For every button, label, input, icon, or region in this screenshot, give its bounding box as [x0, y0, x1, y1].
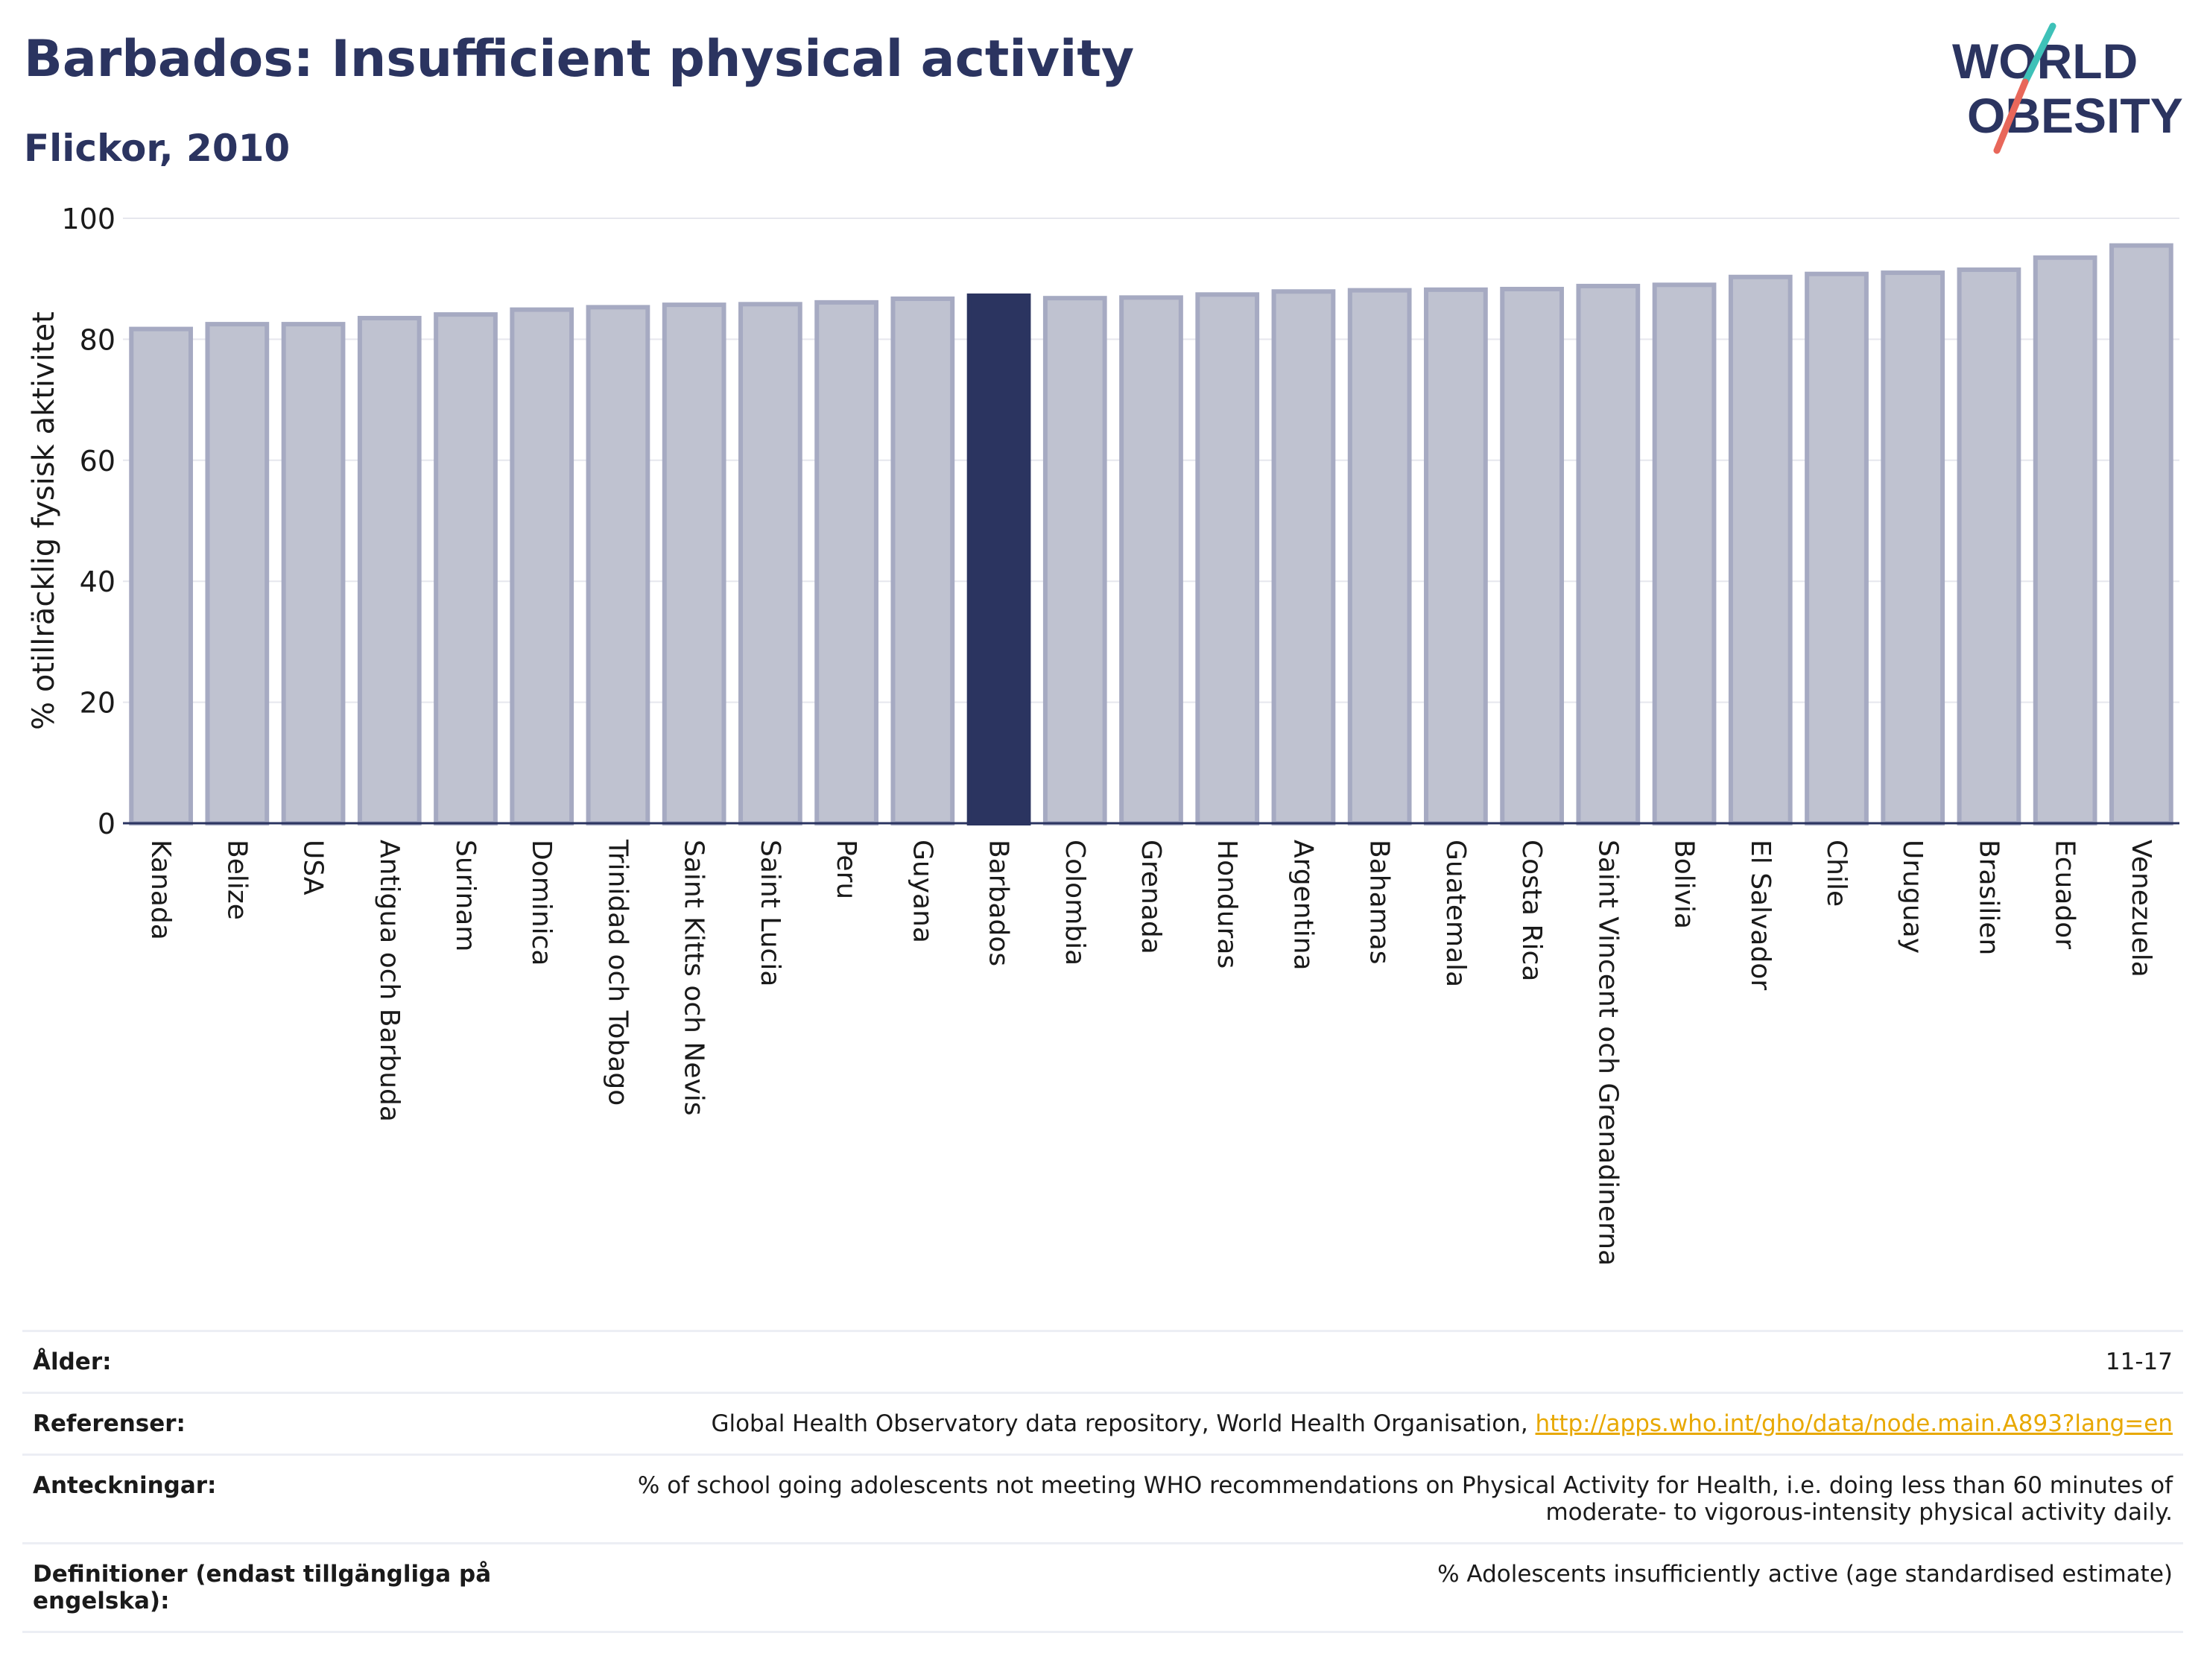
x-tick-label: Belize — [221, 840, 252, 920]
bar-belize — [205, 322, 270, 826]
logo-slash-teal — [2021, 22, 2056, 86]
logo-slash-red — [1993, 78, 2029, 154]
x-tick-label: Argentina — [1288, 840, 1318, 971]
info-value: % Adolescents insufficiently active (age… — [520, 1542, 2183, 1633]
info-label: Referenser: — [22, 1392, 520, 1455]
x-tick-label: Trinidad och Tobago — [602, 839, 633, 1106]
x-tick-label: Barbados — [984, 840, 1014, 966]
bar-dominica — [510, 307, 574, 825]
info-label: Ålder: — [22, 1330, 520, 1393]
info-row-notes: Anteckningar: % of school going adolesce… — [22, 1454, 2183, 1544]
x-tick-label: Venezuela — [2126, 840, 2156, 977]
y-tick-label: 60 — [80, 445, 115, 478]
bar-bahamas — [1347, 288, 1412, 825]
world-obesity-logo: WORLD OBESITY — [1952, 22, 2183, 154]
reference-text: Global Health Observatory data repositor… — [711, 1410, 1536, 1437]
x-tick-label: Ecuador — [2050, 840, 2080, 949]
bar-saint-vincent-och-grenadinerna — [1576, 283, 1641, 826]
bar-surinam — [434, 312, 498, 826]
x-tick-label: Peru — [831, 840, 861, 899]
x-tick-label: Surinam — [450, 840, 481, 951]
bar-trinidad-och-tobago — [586, 305, 650, 825]
y-axis-ticks: 0 20 40 60 80 100 — [61, 203, 115, 840]
x-tick-label: Colombia — [1060, 840, 1090, 966]
bar-guatemala — [1424, 287, 1488, 826]
info-value: 11-17 — [520, 1330, 2183, 1393]
info-table: Ålder: 11-17 Referenser: Global Health O… — [22, 1330, 2183, 1633]
chart-subtitle: Flickor, 2010 — [24, 127, 291, 170]
x-tick-label: Dominica — [526, 840, 557, 966]
bar-venezuela — [2109, 243, 2173, 826]
bar-barbados — [966, 293, 1031, 826]
x-tick-label: Saint Lucia — [755, 840, 785, 986]
y-tick-label: 100 — [61, 203, 115, 235]
y-tick-label: 20 — [80, 687, 115, 720]
reference-link[interactable]: http://apps.who.int/gho/data/node.main.A… — [1535, 1410, 2173, 1437]
chart-title: Barbados: Insufficient physical activity — [24, 30, 1135, 89]
bar-honduras — [1195, 292, 1260, 825]
info-label: Definitioner (endast tillgängliga på eng… — [22, 1542, 520, 1633]
bar-ecuador — [2033, 255, 2097, 825]
bar-peru — [814, 299, 878, 826]
bar-guyana — [890, 296, 955, 826]
x-tick-label: Brasilien — [1973, 840, 2004, 955]
bar-bolivia — [1652, 282, 1717, 825]
bar-chart: 0 20 40 60 80 100 Kanada Belize USA Antigua och … — [27, 203, 2179, 1266]
info-row-definitions: Definitioner (endast tillgängliga på eng… — [22, 1542, 2183, 1633]
x-tick-label: Guyana — [907, 840, 937, 943]
x-tick-label: Costa Rica — [1516, 840, 1547, 981]
bar-kanada — [129, 326, 193, 825]
bar-costa-rica — [1500, 287, 1564, 825]
bar-el-salvador — [1728, 274, 1793, 826]
info-label: Anteckningar: — [22, 1454, 520, 1544]
info-value: Global Health Observatory data repositor… — [520, 1392, 2183, 1455]
y-tick-label: 80 — [80, 323, 115, 356]
x-tick-label: Saint Vincent och Grenadinerna — [1592, 840, 1623, 1266]
x-tick-label: Kanada — [145, 840, 176, 940]
y-axis-label: % otillräcklig fysisk aktivitet — [27, 311, 61, 730]
x-tick-label: Uruguay — [1897, 840, 1928, 954]
bar-brasilien — [1957, 267, 2021, 825]
x-axis-ticks: Kanada Belize USA Antigua och Barbuda Surina… — [145, 839, 2156, 1266]
y-tick-label: 40 — [80, 565, 115, 598]
x-tick-label: El Salvador — [1745, 840, 1776, 990]
bar-colombia — [1042, 296, 1107, 825]
bar-uruguay — [1881, 270, 1945, 825]
info-row-age: Ålder: 11-17 — [22, 1330, 2183, 1393]
x-tick-label: Saint Kitts och Nevis — [679, 840, 709, 1116]
bar-chile — [1805, 271, 1869, 826]
bar-usa — [281, 322, 346, 826]
info-value: % of school going adolescents not meetin… — [520, 1454, 2183, 1544]
x-tick-label: USA — [298, 840, 329, 896]
x-tick-label: Bolivia — [1669, 840, 1700, 929]
x-tick-label: Chile — [1821, 840, 1852, 907]
bar-saint-kitts-och-nevis — [662, 302, 726, 825]
chart-bars — [129, 243, 2173, 826]
x-tick-label: Honduras — [1212, 840, 1242, 969]
x-tick-label: Bahamas — [1364, 840, 1395, 965]
bar-antigua-och-barbuda — [357, 315, 422, 826]
x-tick-label: Antigua och Barbuda — [374, 840, 405, 1122]
bar-saint-lucia — [738, 302, 802, 825]
bar-argentina — [1271, 289, 1336, 825]
bar-grenada — [1119, 295, 1183, 825]
info-row-references: Referenser: Global Health Observatory da… — [22, 1392, 2183, 1455]
y-tick-label: 0 — [98, 808, 115, 840]
x-tick-label: Guatemala — [1440, 840, 1471, 987]
x-tick-label: Grenada — [1136, 840, 1166, 954]
